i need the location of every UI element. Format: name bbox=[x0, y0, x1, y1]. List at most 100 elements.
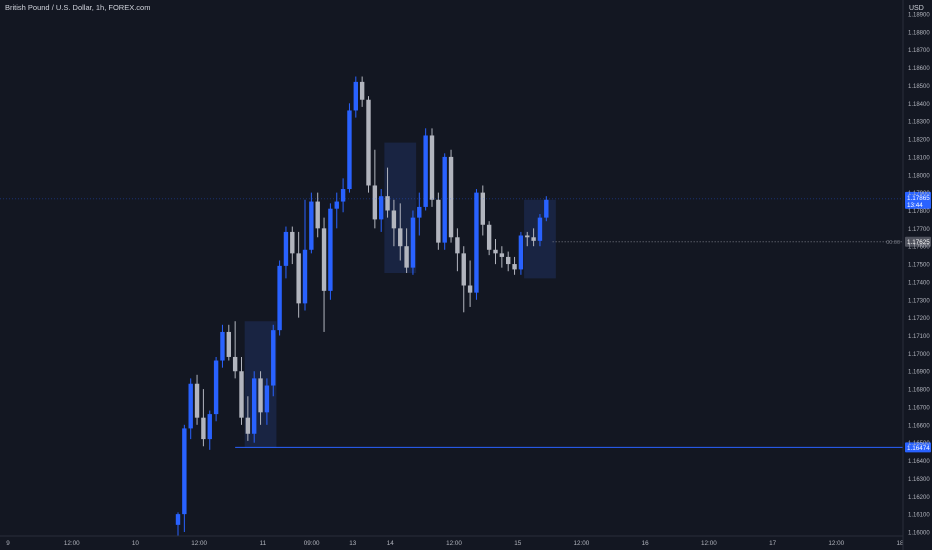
price-tick-label: 1.18300 bbox=[908, 120, 930, 126]
candle-body bbox=[220, 331, 225, 361]
candle-body bbox=[296, 253, 301, 304]
price-tick-label: 1.16800 bbox=[908, 388, 930, 394]
time-tick-label: 17 bbox=[769, 540, 777, 547]
time-axis: 9 12:00 10 12:00 11 09:00 13 14 12:00 15 12:00 16 12… bbox=[0, 535, 904, 547]
currency-label: USD bbox=[909, 5, 924, 12]
price-tick-label: 1.16000 bbox=[908, 531, 930, 537]
price-tick-label: 1.16500 bbox=[908, 441, 930, 447]
candle-body bbox=[506, 256, 511, 265]
candle-body bbox=[442, 156, 447, 243]
price-tick-label: 1.17300 bbox=[908, 298, 930, 304]
candle-body bbox=[290, 231, 295, 254]
price-tick-label: 1.18000 bbox=[908, 173, 930, 179]
price-level-label-bg bbox=[905, 442, 931, 453]
candle-body bbox=[423, 135, 428, 207]
price-level-label-bg bbox=[905, 236, 931, 247]
price-tick-label: 1.17600 bbox=[908, 245, 930, 251]
time-tick-label: 14 bbox=[387, 540, 395, 547]
price-tick-label: 1.16100 bbox=[908, 513, 930, 519]
price-tick-label: 1.18500 bbox=[908, 84, 930, 90]
price-level-label: 1.17625 bbox=[907, 239, 930, 246]
candle-body bbox=[182, 428, 187, 515]
candle-body bbox=[347, 110, 352, 190]
candle-body bbox=[277, 265, 282, 331]
candle-body bbox=[226, 331, 231, 357]
time-tick-label: 11 bbox=[260, 540, 267, 547]
candle-body bbox=[353, 81, 358, 111]
candle-body bbox=[340, 189, 346, 202]
price-tick-label: 1.17100 bbox=[908, 334, 930, 340]
price-tick-label: 1.17200 bbox=[908, 316, 930, 322]
candle-body bbox=[448, 156, 454, 238]
candle-body bbox=[372, 185, 378, 220]
candle-body bbox=[429, 135, 435, 200]
price-tick-label: 1.16300 bbox=[908, 477, 930, 483]
candle-body bbox=[493, 249, 498, 254]
candle-body bbox=[480, 192, 485, 225]
price-tick-label: 1.18100 bbox=[908, 155, 930, 161]
time-tick-label: 16 bbox=[642, 540, 650, 547]
candle-body bbox=[486, 224, 492, 250]
candle-body bbox=[213, 360, 219, 415]
candle-body bbox=[436, 199, 441, 243]
time-tick-label: 12:00 bbox=[828, 540, 844, 547]
candle-body bbox=[391, 210, 397, 229]
candle-body bbox=[499, 253, 505, 257]
candle-body bbox=[544, 199, 549, 218]
price-tick-label: 1.18200 bbox=[908, 138, 930, 144]
candle-body bbox=[537, 217, 543, 241]
candle-body bbox=[531, 237, 536, 241]
candles bbox=[175, 76, 549, 536]
level-time-label: 00:00 bbox=[886, 240, 900, 246]
price-tick-label: 1.16400 bbox=[908, 459, 930, 465]
candle-body bbox=[194, 383, 200, 418]
countdown-label: 13:44 bbox=[907, 202, 923, 209]
price-tick-label: 1.18700 bbox=[908, 48, 930, 54]
current-price-label-bg bbox=[905, 191, 931, 209]
candle-body bbox=[245, 417, 251, 434]
candle-body bbox=[398, 228, 403, 247]
time-tick-label: 12:00 bbox=[446, 540, 462, 547]
price-tick-label: 1.18800 bbox=[908, 30, 930, 36]
candle-body bbox=[359, 81, 365, 100]
chart-title: British Pound / U.S. Dollar, 1h, FOREX.c… bbox=[5, 3, 151, 12]
price-tick-label: 1.17500 bbox=[908, 263, 930, 269]
time-tick-label: 12:00 bbox=[701, 540, 717, 547]
current-price-label: 1.17865 bbox=[907, 195, 930, 202]
candle-body bbox=[315, 201, 320, 229]
candle-body bbox=[334, 201, 339, 209]
price-tick-label: 1.16700 bbox=[908, 405, 930, 411]
candle-body bbox=[404, 246, 409, 268]
price-tick-label: 1.17800 bbox=[908, 209, 930, 215]
candle-body bbox=[321, 228, 327, 291]
candle-body bbox=[366, 99, 371, 186]
candle-body bbox=[461, 253, 466, 286]
price-tick-label: 1.18400 bbox=[908, 102, 930, 108]
candle-body bbox=[207, 414, 212, 440]
candle-body bbox=[252, 378, 257, 434]
candle-body bbox=[417, 206, 422, 218]
price-tick-label: 1.17400 bbox=[908, 280, 930, 286]
candle-body bbox=[512, 264, 517, 270]
price-tick-label: 1.16200 bbox=[908, 495, 930, 501]
candle-body bbox=[258, 378, 263, 413]
zones bbox=[244, 142, 556, 449]
candle-body bbox=[328, 208, 333, 291]
candle-body bbox=[283, 231, 289, 266]
candle-body bbox=[188, 383, 193, 429]
price-tick-label: 1.16900 bbox=[908, 370, 930, 376]
price-tick-label: 1.18600 bbox=[908, 66, 930, 72]
time-tick-label: 15 bbox=[514, 540, 522, 547]
price-level-label: 1.16474 bbox=[907, 445, 930, 452]
candle-body bbox=[525, 235, 530, 238]
time-tick-label: 12:00 bbox=[64, 540, 80, 547]
time-tick-label: 10 bbox=[132, 540, 140, 547]
price-tick-label: 1.17900 bbox=[908, 191, 930, 197]
price-tick-label: 1.17000 bbox=[908, 352, 930, 358]
candle-body bbox=[302, 249, 308, 304]
candle-body bbox=[264, 385, 270, 413]
price-axis: 1.18900 1.18800 1.18700 1.18600 1.18500 1.184… bbox=[902, 0, 930, 550]
candle-body bbox=[309, 201, 314, 250]
